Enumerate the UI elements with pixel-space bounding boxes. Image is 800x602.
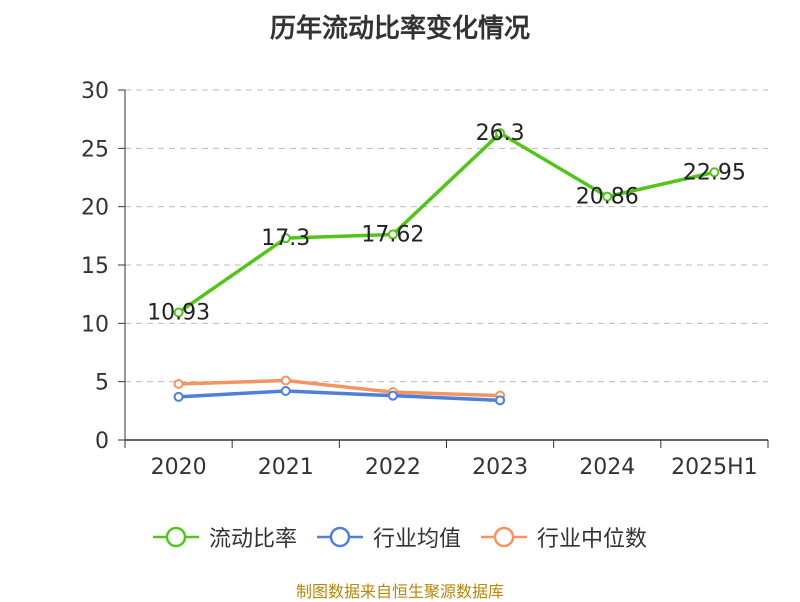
data-point [387, 390, 398, 401]
series-line [177, 131, 715, 314]
data-point [280, 233, 291, 244]
x-tick-label: 2022 [365, 455, 421, 480]
y-tick-label: 5 [95, 371, 109, 396]
x-tick-label: 2024 [579, 455, 635, 480]
legend-label: 行业均值 [372, 527, 461, 552]
legend-marker [165, 526, 187, 548]
data-label: 20.86 [576, 185, 639, 210]
data-label: 22.95 [683, 160, 746, 185]
data-point [173, 391, 184, 402]
legend-item[interactable]: 流动比率 [152, 521, 297, 553]
x-tick-label: 2020 [151, 455, 207, 480]
data-point [495, 395, 506, 406]
x-tick-label: 2021 [258, 455, 314, 480]
y-tick-label: 0 [95, 429, 109, 454]
data-point [280, 386, 291, 396]
data-point [602, 191, 613, 202]
data-labels: 10.93 17.3 17.62 26.3 20.86 22.95 [147, 121, 746, 325]
data-point [173, 379, 184, 389]
legend-symbol [481, 526, 527, 548]
legend-symbol [152, 526, 199, 548]
legend: 流动比率 行业均值 行业中位数 [0, 519, 800, 555]
data-point [709, 167, 720, 178]
data-label: 17.62 [361, 222, 424, 247]
series-line [178, 389, 501, 403]
data-point [280, 375, 291, 386]
axes: 0 5 10 15 20 25 30 2020 2021 2022 2023 2024 2025H1 [81, 79, 769, 480]
chart-title: 历年流动比率变化情况 [269, 14, 530, 44]
data-point [495, 128, 506, 139]
data-label: 17.3 [261, 226, 310, 251]
legend-item[interactable]: 行业均值 [316, 521, 461, 553]
legend-marker [493, 526, 515, 548]
y-tick-label: 30 [81, 79, 109, 104]
y-tick-label: 10 [81, 312, 109, 337]
data-point [173, 307, 184, 318]
series-line [178, 378, 501, 398]
legend-label: 流动比率 [208, 527, 297, 552]
series-lines [173, 128, 720, 406]
x-tick-label: 2025H1 [671, 455, 758, 480]
legend-symbol [316, 526, 363, 548]
grid-lines [125, 89, 768, 383]
y-tick-label: 20 [81, 196, 109, 221]
data-point [387, 229, 398, 240]
data-label: 10.93 [147, 300, 210, 325]
source-note: 制图数据来自恒生聚源数据库 [295, 582, 504, 601]
y-tick-label: 15 [81, 254, 109, 279]
x-tick-label: 2023 [472, 455, 528, 480]
legend-item[interactable]: 行业中位数 [481, 521, 647, 553]
legend-label: 行业中位数 [537, 527, 648, 552]
legend-marker [329, 526, 351, 548]
y-tick-label: 25 [81, 137, 109, 162]
data-label: 26.3 [476, 121, 525, 146]
